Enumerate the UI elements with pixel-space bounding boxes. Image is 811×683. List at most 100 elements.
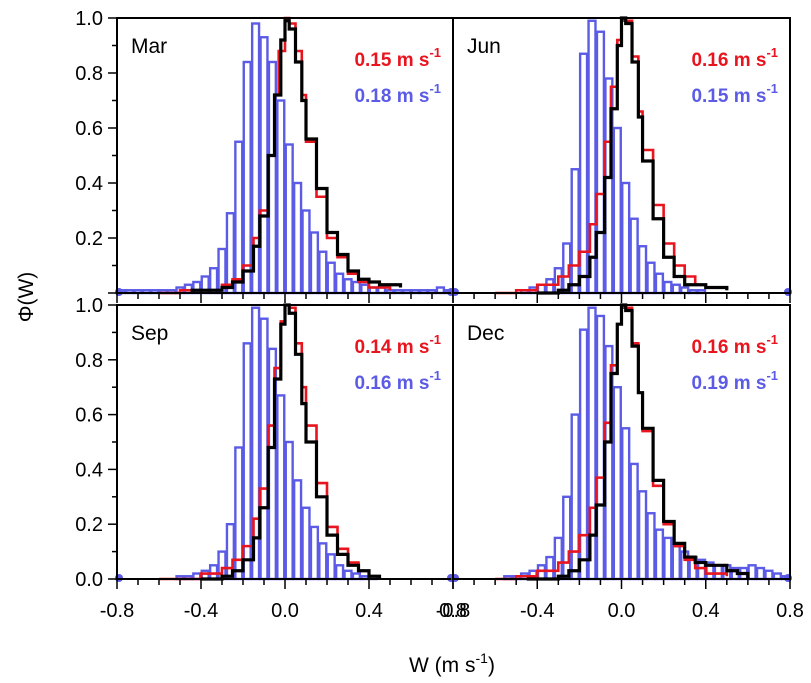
y-tick-label: 1.0 bbox=[75, 8, 103, 30]
red-std-label: 0.14 m s-1 bbox=[354, 332, 441, 358]
blue-histogram-bar bbox=[612, 386, 622, 581]
blue-std-label-text: 0.16 m s bbox=[354, 373, 429, 394]
blue-histogram-bar bbox=[343, 278, 353, 295]
red-std-label-text: 0.14 m s bbox=[354, 337, 429, 358]
blue-histogram-bar bbox=[536, 564, 547, 581]
blue-histogram-bar bbox=[318, 250, 328, 295]
blue-histogram-bar bbox=[570, 168, 580, 295]
y-tick-label: 0.0 bbox=[75, 569, 103, 591]
blue-std-label-exponent: -1 bbox=[766, 81, 778, 96]
blue-histogram-bar bbox=[646, 512, 656, 581]
x-tick-label: 0.0 bbox=[608, 600, 636, 622]
blue-std-label-exponent: -1 bbox=[429, 81, 441, 96]
blue-histogram-bar bbox=[309, 525, 320, 581]
blue-histogram-bar bbox=[747, 564, 757, 581]
blue-histogram-bar bbox=[612, 126, 622, 295]
blue-histogram-bar bbox=[578, 52, 589, 295]
blue-std-label: 0.19 m s-1 bbox=[691, 368, 778, 394]
blue-histogram-bar bbox=[654, 272, 665, 295]
blue-histogram-bar bbox=[284, 440, 294, 581]
blue-histogram-bar bbox=[292, 181, 303, 295]
blue-histogram-bar bbox=[208, 564, 219, 581]
black-distribution-line bbox=[190, 19, 403, 292]
blue-histogram-bar bbox=[755, 566, 766, 581]
blue-histogram-bar bbox=[570, 413, 580, 581]
y-tick-label: 0.4 bbox=[75, 173, 103, 195]
blue-histogram-bar bbox=[351, 280, 362, 295]
red-std-label: 0.16 m s-1 bbox=[691, 332, 778, 358]
x-tick-label: -0.4 bbox=[184, 600, 218, 622]
blue-histogram-bar bbox=[343, 569, 353, 581]
blue-histogram-bar bbox=[671, 283, 681, 295]
x-tick-label: 0.0 bbox=[271, 600, 299, 622]
red-std-label-exponent: -1 bbox=[766, 332, 778, 347]
x-axis-label-text: W (m s bbox=[409, 654, 475, 677]
blue-std-label: 0.16 m s-1 bbox=[354, 368, 441, 394]
red-std-label: 0.15 m s-1 bbox=[354, 45, 441, 71]
blue-histogram-bar bbox=[234, 140, 244, 295]
y-tick-label: 0.6 bbox=[75, 405, 103, 427]
blue-histogram-bar bbox=[360, 283, 370, 295]
red-std-label-exponent: -1 bbox=[429, 45, 441, 60]
blue-histogram-bar bbox=[629, 462, 639, 581]
blue-histogram-bar bbox=[326, 261, 336, 295]
red-std-label-exponent: -1 bbox=[766, 45, 778, 60]
y-tick-label: 1.0 bbox=[75, 295, 103, 317]
blue-std-label: 0.15 m s-1 bbox=[691, 81, 778, 107]
x-tick-label: 0.8 bbox=[776, 600, 804, 622]
panel-label: Dec bbox=[467, 322, 504, 345]
black-distribution-line bbox=[201, 303, 382, 581]
x-axis-label: W (m s-1) bbox=[409, 650, 495, 677]
blue-std-label-text: 0.19 m s bbox=[691, 373, 766, 394]
blue-histogram-bar bbox=[326, 553, 336, 581]
blue-histogram-bar bbox=[654, 528, 665, 581]
blue-histogram-bar bbox=[621, 181, 631, 295]
blue-histogram-bar bbox=[259, 317, 269, 581]
x-tick-label: 0.8 bbox=[439, 600, 467, 622]
blue-histogram-bar bbox=[595, 30, 606, 295]
blue-histogram-bar bbox=[301, 209, 311, 295]
blue-histogram-bar bbox=[629, 217, 639, 295]
red-std-label-text: 0.16 m s bbox=[691, 50, 766, 71]
x-tick-label: 0.4 bbox=[355, 600, 383, 622]
black-distribution-line bbox=[526, 303, 750, 581]
panel-sep: 0.0 0.2 0.4 0.6 0.8 1.0 -0.8 -0.4 0.0 0.4 0.8 Sep 0.… bbox=[75, 295, 467, 622]
blue-histogram-bar bbox=[334, 272, 345, 295]
blue-histogram-bar bbox=[276, 394, 286, 581]
panel-label: Sep bbox=[131, 322, 168, 345]
y-axis-label: Φ(W) bbox=[15, 272, 38, 323]
blue-histogram-bar bbox=[292, 479, 303, 581]
blue-std-label: 0.18 m s-1 bbox=[354, 81, 441, 107]
x-tick-label: -0.8 bbox=[100, 600, 134, 622]
blue-histogram-bar bbox=[553, 536, 563, 581]
blue-histogram-bar bbox=[764, 569, 774, 581]
blue-std-label-exponent: -1 bbox=[429, 368, 441, 383]
blue-histogram-bar bbox=[646, 261, 656, 295]
blue-histogram-bar bbox=[545, 278, 555, 295]
y-tick-label: 0.2 bbox=[75, 514, 103, 536]
blue-histogram-bar bbox=[545, 555, 555, 581]
blue-histogram-bar bbox=[334, 564, 345, 581]
y-tick-label: 0.8 bbox=[75, 350, 103, 372]
red-std-label-text: 0.15 m s bbox=[354, 50, 429, 71]
blue-histogram-bar bbox=[713, 564, 724, 581]
blue-histogram-bar bbox=[671, 544, 681, 581]
y-tick-label: 0.2 bbox=[75, 228, 103, 250]
blue-histogram-bar bbox=[637, 245, 648, 295]
blue-histogram-bar bbox=[284, 143, 294, 295]
blue-histogram-bar bbox=[663, 280, 673, 295]
y-tick-label: 0.8 bbox=[75, 63, 103, 85]
blue-histogram-bar bbox=[301, 506, 311, 581]
blue-histogram-bar bbox=[318, 542, 328, 581]
panel-label: Mar bbox=[131, 35, 167, 58]
blue-histogram-bar bbox=[309, 231, 320, 295]
blue-histogram-bar bbox=[621, 427, 631, 581]
y-tick-label: 0.4 bbox=[75, 459, 103, 481]
x-tick-label: -0.8 bbox=[436, 600, 470, 622]
y-tick-label: 0.6 bbox=[75, 118, 103, 140]
blue-histogram-bar bbox=[242, 342, 252, 581]
